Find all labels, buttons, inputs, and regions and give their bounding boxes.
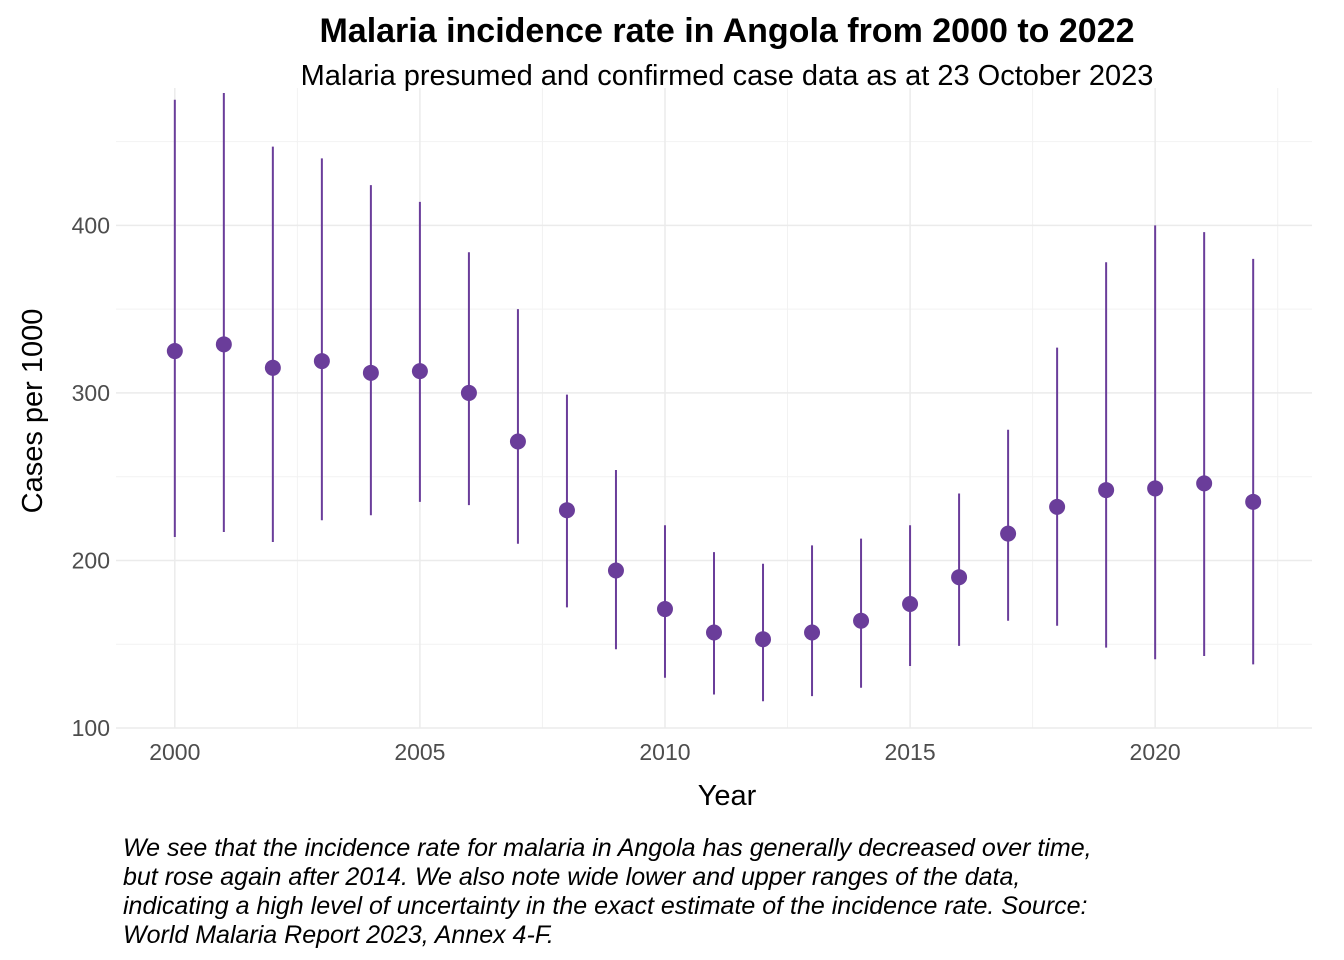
data-point xyxy=(755,631,772,648)
y-tick-label: 200 xyxy=(72,547,110,573)
y-tick-label: 300 xyxy=(72,380,110,406)
data-point xyxy=(853,612,870,629)
data-point xyxy=(1245,493,1262,510)
data-points xyxy=(166,336,1262,648)
data-point xyxy=(558,502,575,519)
x-tick-label: 2005 xyxy=(394,739,445,765)
data-point xyxy=(313,353,330,370)
data-point xyxy=(362,364,379,381)
data-point xyxy=(656,601,673,618)
data-point xyxy=(1098,482,1115,499)
data-point xyxy=(1147,480,1164,497)
y-axis-title: Cases per 1000 xyxy=(17,309,49,514)
data-point xyxy=(460,384,477,401)
data-point xyxy=(804,624,821,641)
y-tick-label: 400 xyxy=(72,212,110,238)
minor-gridlines xyxy=(116,88,1312,728)
chart-plot: 2000 2005 2010 2015 2020 100 200 300 400 Year C… xyxy=(17,88,1312,812)
data-point xyxy=(1196,475,1213,492)
x-tick-label: 2015 xyxy=(884,739,935,765)
x-tick-label: 2000 xyxy=(149,739,200,765)
chart-subtitle: Malaria presumed and confirmed case data… xyxy=(300,60,1154,92)
error-bars xyxy=(173,93,1255,702)
data-point xyxy=(706,624,722,641)
x-tick-label: 2010 xyxy=(639,739,690,765)
data-point xyxy=(1049,498,1066,515)
data-point xyxy=(264,359,281,376)
x-tick-label: 2020 xyxy=(1130,739,1181,765)
data-point xyxy=(215,336,232,353)
data-point xyxy=(607,562,624,579)
y-axis-ticks: 100 200 300 400 xyxy=(72,212,110,741)
data-point xyxy=(166,343,183,360)
data-point xyxy=(509,433,526,450)
x-axis-title: Year xyxy=(698,780,757,812)
chart-title: Malaria incidence rate in Angola from 20… xyxy=(319,12,1135,50)
data-point xyxy=(1000,525,1017,542)
data-point xyxy=(411,363,428,380)
data-point xyxy=(951,569,968,586)
chart-caption: We see that the incidence rate for malar… xyxy=(123,834,1092,949)
data-point xyxy=(902,596,919,613)
x-axis-ticks: 2000 2005 2010 2015 2020 xyxy=(149,739,1180,765)
y-tick-label: 100 xyxy=(72,715,110,741)
